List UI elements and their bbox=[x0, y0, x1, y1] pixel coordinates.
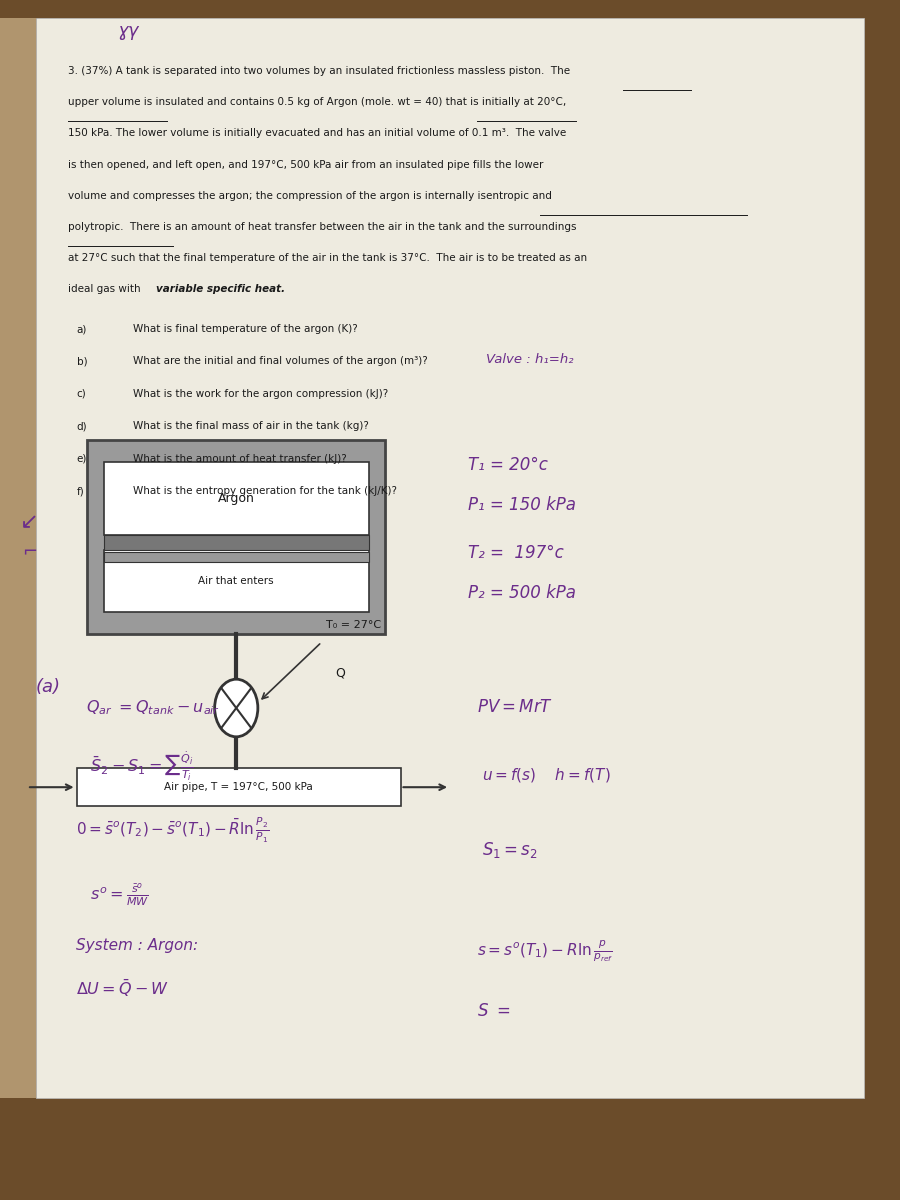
FancyBboxPatch shape bbox=[87, 440, 385, 634]
Text: $s = s^o(T_1) - R\ln\frac{p}{p_{ref}}$: $s = s^o(T_1) - R\ln\frac{p}{p_{ref}}$ bbox=[477, 938, 614, 964]
Text: System : Argon:: System : Argon: bbox=[76, 938, 199, 953]
Text: What is final temperature of the argon (K)?: What is final temperature of the argon (… bbox=[133, 324, 358, 334]
Text: Air that enters: Air that enters bbox=[198, 576, 274, 586]
Text: Valve : h₁=h₂: Valve : h₁=h₂ bbox=[486, 353, 573, 366]
Text: Q: Q bbox=[336, 666, 345, 679]
FancyBboxPatch shape bbox=[104, 552, 369, 562]
Text: What is the amount of heat transfer (kJ)?: What is the amount of heat transfer (kJ)… bbox=[133, 454, 347, 463]
FancyBboxPatch shape bbox=[104, 550, 369, 612]
Text: ɣγ: ɣγ bbox=[117, 22, 139, 40]
Text: f): f) bbox=[76, 486, 85, 496]
Text: e): e) bbox=[76, 454, 87, 463]
Text: $S\ =$: $S\ =$ bbox=[477, 1002, 510, 1020]
Text: volume and compresses the argon; the compression of the argon is internally isen: volume and compresses the argon; the com… bbox=[68, 191, 552, 200]
Text: P₂ = 500 kPa: P₂ = 500 kPa bbox=[468, 584, 576, 602]
Text: $u = f(s)$    $h = f(T)$: $u = f(s)$ $h = f(T)$ bbox=[482, 766, 610, 784]
Text: ideal gas with: ideal gas with bbox=[68, 284, 143, 294]
Text: polytropic.  There is an amount of heat transfer between the air in the tank and: polytropic. There is an amount of heat t… bbox=[68, 222, 576, 232]
Text: What is the work for the argon compression (kJ)?: What is the work for the argon compressi… bbox=[133, 389, 389, 398]
Text: ↙: ↙ bbox=[20, 512, 39, 532]
Text: (a): (a) bbox=[36, 678, 61, 696]
Text: T₀ = 27°C: T₀ = 27°C bbox=[327, 620, 382, 630]
Text: $PV = MrT$: $PV = MrT$ bbox=[477, 698, 554, 716]
Text: at 27°C such that the final temperature of the air in the tank is 37°C.  The air: at 27°C such that the final temperature … bbox=[68, 253, 587, 263]
Text: Air pipe, T = 197°C, 500 kPa: Air pipe, T = 197°C, 500 kPa bbox=[164, 782, 313, 792]
Text: 150 kPa. The lower volume is initially evacuated and has an initial volume of 0.: 150 kPa. The lower volume is initially e… bbox=[68, 128, 566, 138]
Text: d): d) bbox=[76, 421, 87, 431]
Text: P₁ = 150 kPa: P₁ = 150 kPa bbox=[468, 496, 576, 514]
Text: c): c) bbox=[76, 389, 86, 398]
Text: 3. (37%) A tank is separated into two volumes by an insulated frictionless massl: 3. (37%) A tank is separated into two vo… bbox=[68, 66, 570, 76]
FancyBboxPatch shape bbox=[104, 535, 369, 550]
Text: $s^o = \frac{\bar{s}^o}{MW}$: $s^o = \frac{\bar{s}^o}{MW}$ bbox=[90, 882, 149, 910]
Text: T₁ = 20°c: T₁ = 20°c bbox=[468, 456, 548, 474]
Text: $\bar{S}_2 - S_1 = \sum \frac{\dot{Q}_i}{T_i}$: $\bar{S}_2 - S_1 = \sum \frac{\dot{Q}_i}… bbox=[90, 750, 194, 784]
Text: Argon: Argon bbox=[218, 492, 255, 505]
FancyBboxPatch shape bbox=[104, 462, 369, 535]
Text: T₂ =  197°c: T₂ = 197°c bbox=[468, 544, 563, 562]
Text: $\Delta U = \bar{Q} - W$: $\Delta U = \bar{Q} - W$ bbox=[76, 978, 169, 1000]
Text: a): a) bbox=[76, 324, 87, 334]
Text: upper volume is insulated and contains 0.5 kg of Argon (mole. wt = 40) that is i: upper volume is insulated and contains 0… bbox=[68, 97, 566, 107]
Text: $S_1 = s_2$: $S_1 = s_2$ bbox=[482, 840, 537, 860]
Text: $0 = \bar{s}^o(T_2) - \bar{s}^o(T_1) - \bar{R}\ln\frac{P_2}{P_1}$: $0 = \bar{s}^o(T_2) - \bar{s}^o(T_1) - \… bbox=[76, 816, 270, 845]
Text: variable specific heat.: variable specific heat. bbox=[156, 284, 284, 294]
Text: b): b) bbox=[76, 356, 87, 366]
Text: $Q_{ar}\ =Q_{tank} - u_{air}$: $Q_{ar}\ =Q_{tank} - u_{air}$ bbox=[86, 698, 220, 718]
Text: is then opened, and left open, and 197°C, 500 kPa air from an insulated pipe fil: is then opened, and left open, and 197°C… bbox=[68, 160, 543, 169]
Text: What are the initial and final volumes of the argon (m³)?: What are the initial and final volumes o… bbox=[133, 356, 428, 366]
FancyBboxPatch shape bbox=[76, 768, 400, 806]
Text: ⌐: ⌐ bbox=[22, 542, 38, 560]
Text: What is the final mass of air in the tank (kg)?: What is the final mass of air in the tan… bbox=[133, 421, 369, 431]
FancyBboxPatch shape bbox=[0, 18, 36, 1098]
Text: What is the entropy generation for the tank (kJ/K)?: What is the entropy generation for the t… bbox=[133, 486, 397, 496]
FancyBboxPatch shape bbox=[36, 18, 864, 1098]
Circle shape bbox=[214, 679, 258, 737]
